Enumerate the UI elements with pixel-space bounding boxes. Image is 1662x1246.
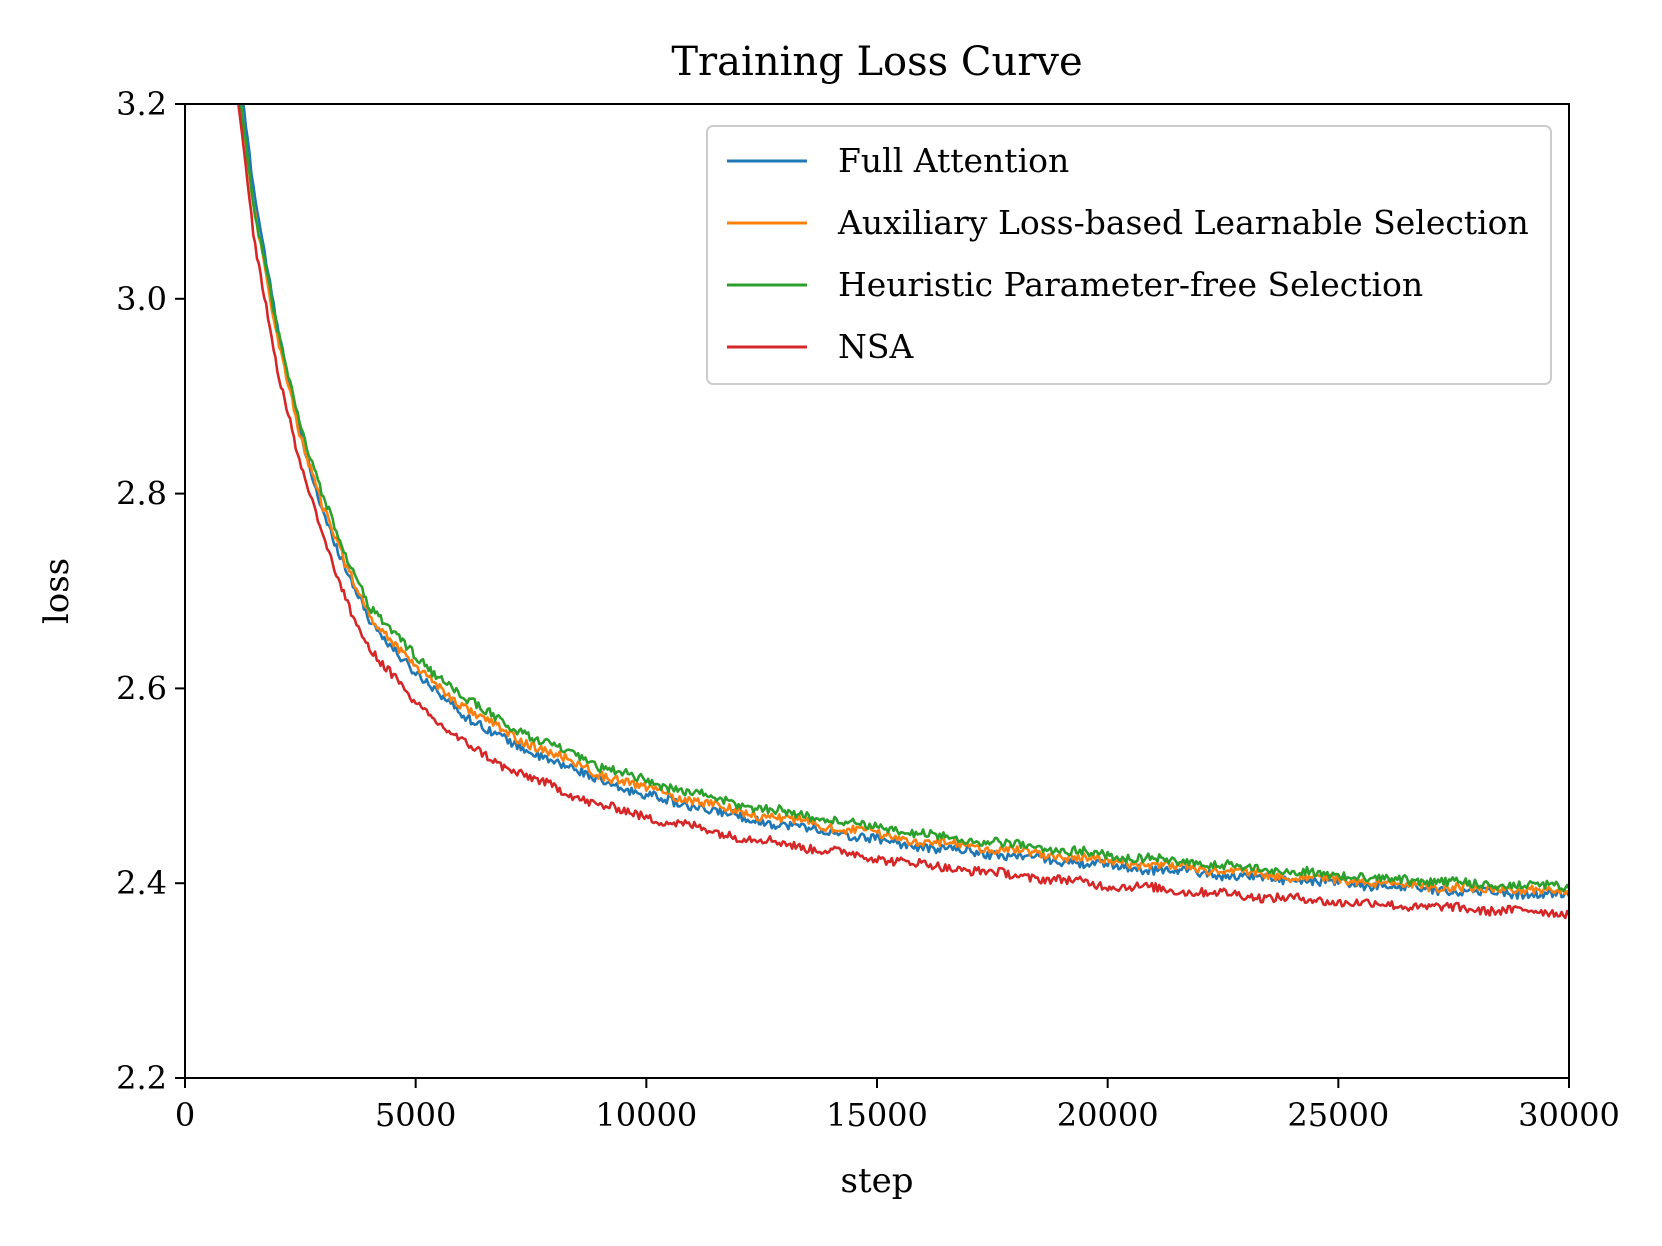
y-tick-label: 2.6	[116, 669, 167, 707]
x-tick-label: 30000	[1518, 1096, 1620, 1134]
legend-label: NSA	[838, 327, 914, 366]
x-tick-label: 10000	[595, 1096, 697, 1134]
x-tick-label: 25000	[1287, 1096, 1389, 1134]
x-tick-label: 5000	[375, 1096, 456, 1134]
y-tick-label: 2.4	[116, 864, 167, 902]
x-tick-label: 15000	[826, 1096, 928, 1134]
legend-label: Heuristic Parameter-free Selection	[838, 265, 1423, 304]
y-axis-label: loss	[37, 558, 77, 624]
y-axis: 2.2 2.4 2.6 2.8 3.0 3.2	[116, 85, 185, 1097]
series-line-auxiliary-loss-based-learnable-selection	[239, 104, 1569, 896]
y-tick-label: 3.2	[116, 85, 167, 123]
x-tick-label: 20000	[1057, 1096, 1159, 1134]
x-tick-label: 0	[175, 1096, 195, 1134]
series-line-heuristic-parameter-free-selection	[239, 104, 1569, 893]
series-line-nsa	[237, 104, 1569, 920]
x-axis: 0 5000 10000 15000 20000 25000 30000	[175, 1078, 1620, 1134]
y-tick-label: 3.0	[116, 280, 167, 318]
legend-label: Full Attention	[838, 141, 1069, 180]
legend-box	[706, 125, 1552, 385]
x-axis-label: step	[841, 1161, 914, 1201]
y-tick-label: 2.8	[116, 475, 167, 513]
series-layer	[237, 104, 1569, 920]
chart-title: Training Loss Curve	[671, 39, 1082, 85]
y-tick-label: 2.2	[116, 1059, 167, 1097]
legend-label: Auxiliary Loss-based Learnable Selection	[837, 203, 1529, 242]
legend: Full Attention Auxiliary Loss-based Learn…	[706, 125, 1552, 385]
